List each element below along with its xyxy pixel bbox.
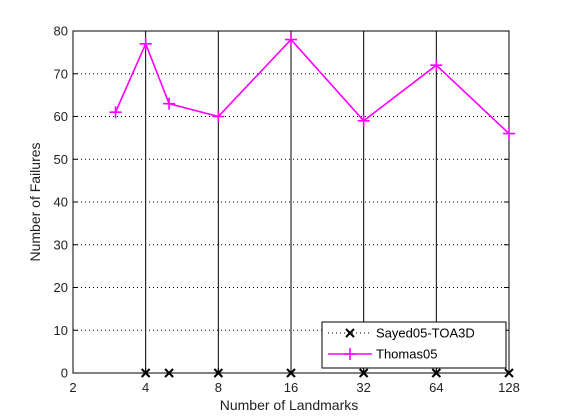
y-tick-label: 20 [54,280,68,295]
x-tick-label: 2 [69,380,76,395]
data-point [430,59,443,72]
data-point [139,37,152,50]
legend-label: Thomas05 [376,347,437,362]
data-point [285,33,297,46]
y-tick-label: 70 [54,66,68,81]
legend: Sayed05-TOA3D Thomas05 [321,321,507,369]
x-tick-label: 4 [142,380,149,395]
y-tick-label: 80 [54,24,68,39]
y-tick-label: 10 [54,323,68,338]
y-tick-label: 30 [54,237,68,252]
y-axis-label: Number of Failures [27,142,43,261]
legend-marker [344,348,356,360]
data-point [504,368,514,378]
data-point [358,368,369,378]
y-tick-label: 60 [54,109,68,124]
x-tick-label: 128 [498,380,520,395]
y-tick-label: 50 [54,152,68,167]
x-tick-label: 64 [429,380,443,395]
data-point [109,106,122,119]
y-tick-label: 40 [54,195,68,210]
y-tick-label: 0 [61,366,68,381]
x-axis-label: Number of Landmarks [220,397,359,413]
series-line [114,38,510,135]
series-layer [109,33,515,378]
x-tick-label: 32 [356,380,370,395]
x-major-lines [145,31,437,373]
x-tick-label: 8 [215,380,222,395]
data-point [140,368,151,378]
legend-label: Sayed05-TOA3D [376,326,475,341]
data-point [163,97,176,110]
data-point [431,368,442,378]
data-point [286,368,296,378]
data-point [357,114,370,127]
data-point [164,368,174,378]
data-point [213,368,224,378]
axis-ticks: 0 10 20 30 40 50 60 70 80 2 4 8 16 32 64 128 [54,24,520,396]
data-point [503,127,515,140]
data-point [212,110,225,123]
legend-marker [345,328,355,338]
x-tick-label: 16 [284,380,298,395]
